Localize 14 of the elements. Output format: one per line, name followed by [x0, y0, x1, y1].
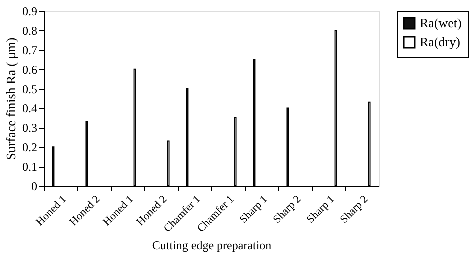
- legend-label: Ra(wet): [420, 16, 462, 30]
- y-tick-label: 0.9: [22, 4, 38, 18]
- y-tick-label: 0.7: [22, 43, 38, 58]
- y-tick-label: 0.6: [22, 62, 38, 77]
- y-tick-label: 0.3: [22, 121, 38, 136]
- legend-label: Ra(dry): [420, 34, 460, 50]
- y-tick-label: 0.4: [22, 102, 38, 116]
- y-tick-label: 0.8: [22, 24, 38, 38]
- y-tick-label: 0.5: [22, 82, 38, 96]
- y-tick-label: 0: [32, 180, 38, 194]
- y-axis-title: Surface finish Ra ( μm): [4, 38, 18, 160]
- y-tick-label: 0.2: [22, 140, 38, 155]
- x-axis-title: Cutting edge preparation: [152, 238, 272, 252]
- y-tick-label: 0.1: [22, 160, 38, 174]
